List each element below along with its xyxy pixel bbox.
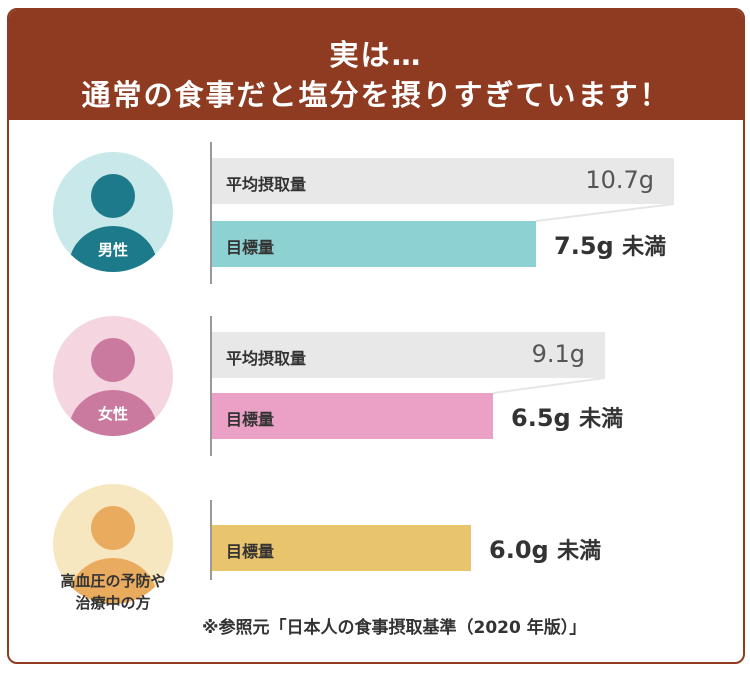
target-value: 7.5g [554, 232, 614, 260]
person-avatar [53, 484, 173, 604]
target-bar [212, 393, 493, 439]
group-label-line: 治療中の方 [75, 594, 151, 612]
target-suffix: 未満 [622, 235, 667, 260]
target-value-label: 7.5g 未満 [554, 229, 666, 261]
target-value: 6.0g [489, 536, 549, 564]
bar-category-label: 平均摂取量 [226, 175, 307, 194]
group-label-line: 高血圧の予防や [60, 572, 166, 590]
target-value-label: 6.5g 未満 [511, 401, 623, 433]
person-avatar: 男性 [53, 152, 173, 272]
target-suffix: 未満 [557, 539, 602, 564]
header-banner: 実は… 通常の食事だと塩分を摂りすぎています！ [9, 10, 743, 120]
bar-category-label: 目標量 [226, 238, 275, 257]
avatar-label: 女性 [97, 405, 128, 423]
source-footnote: ※参照元「日本人の食事摂取基準（2020 年版）」 [202, 618, 587, 638]
bar-category-label: 目標量 [226, 410, 275, 429]
person-head-icon [91, 506, 135, 550]
bar-category-label: 目標量 [226, 542, 275, 561]
target-bar [212, 221, 536, 267]
bar-category-label: 平均摂取量 [226, 349, 307, 368]
target-value: 6.5g [511, 404, 571, 432]
bar-value-label: 10.7g [585, 166, 654, 194]
bar-axis-line [210, 142, 212, 284]
bar-axis-line [210, 316, 212, 456]
target-suffix: 未満 [579, 407, 624, 432]
target-value-label: 6.0g 未満 [489, 533, 601, 565]
header-title-line1: 実は… [329, 38, 423, 72]
average-bar [212, 158, 674, 204]
group-label: 高血圧の予防や 治療中の方 [28, 570, 198, 614]
header-title-line2: 通常の食事だと塩分を摂りすぎています！ [81, 78, 671, 112]
person-head-icon [91, 174, 135, 218]
target-bar [212, 525, 471, 571]
bar-value-label: 9.1g [531, 340, 585, 368]
person-avatar: 女性 [53, 316, 173, 436]
bar-axis-line [210, 500, 212, 580]
person-head-icon [91, 338, 135, 382]
average-bar [212, 332, 605, 378]
avatar-label: 男性 [97, 241, 128, 259]
